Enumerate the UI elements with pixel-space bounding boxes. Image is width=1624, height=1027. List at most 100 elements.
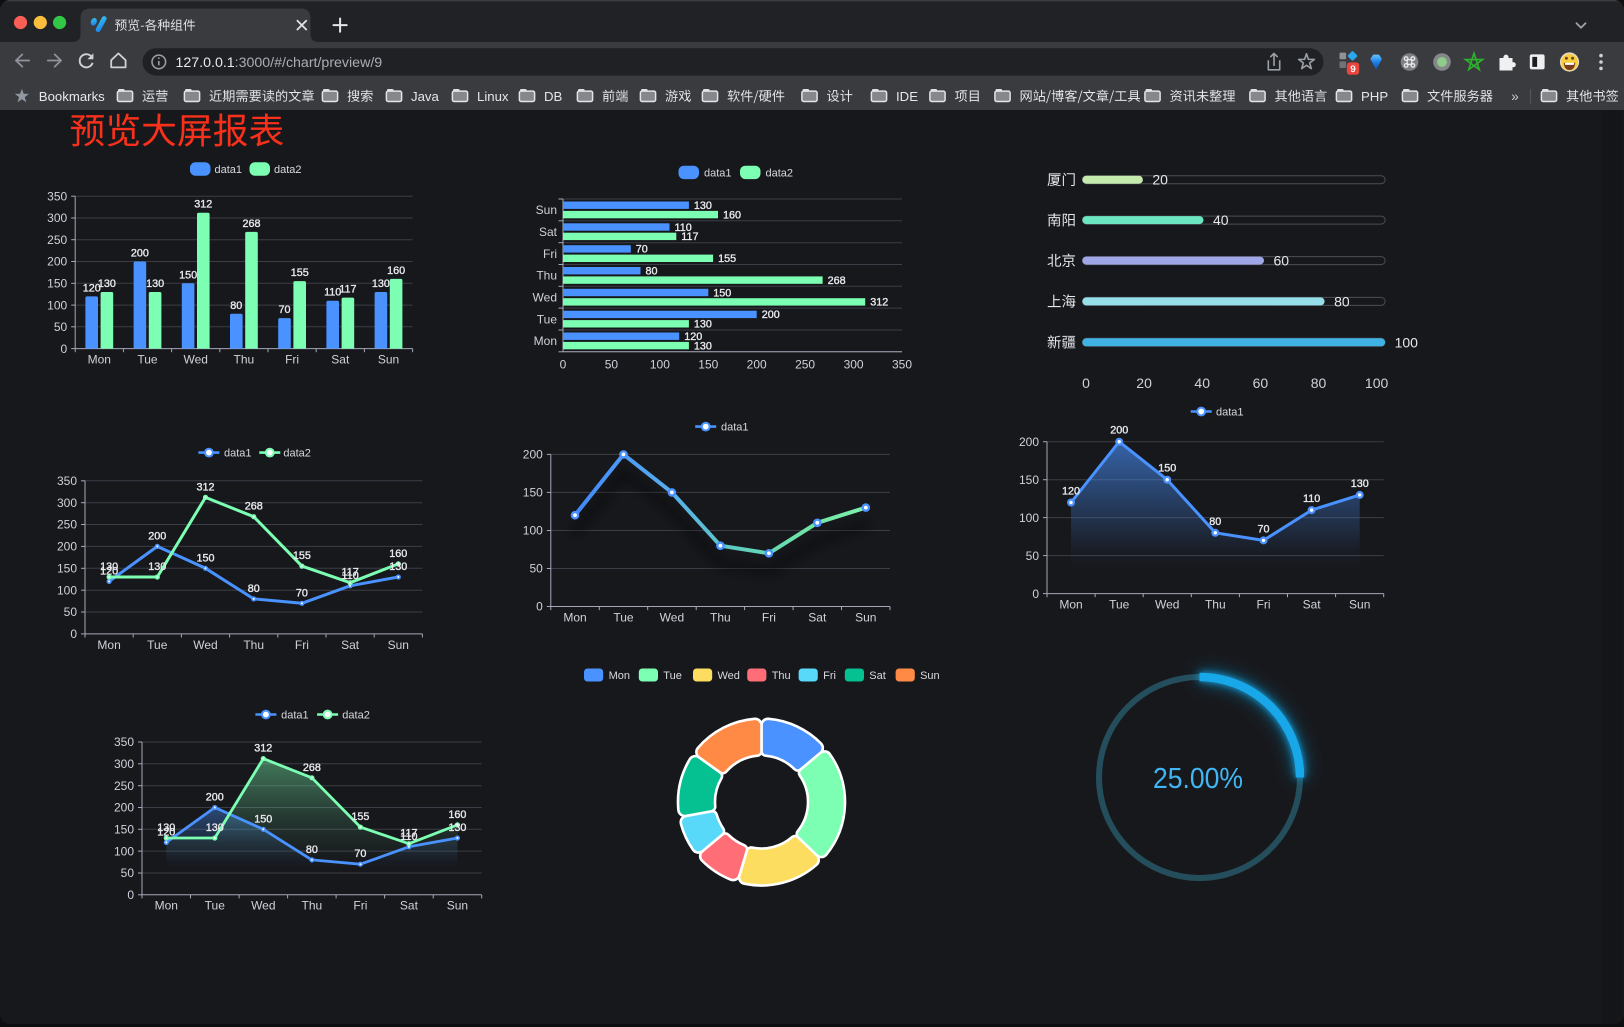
svg-text:Thu: Thu [243,638,264,652]
svg-text:130: 130 [694,200,712,212]
svg-text:150: 150 [196,552,214,564]
svg-text:117: 117 [341,567,358,579]
svg-text:Mon: Mon [155,899,178,913]
svg-text:50: 50 [54,320,68,334]
svg-text:350: 350 [57,474,77,488]
svg-text:120: 120 [157,826,175,838]
svg-text:Wed: Wed [251,899,275,913]
svg-text:100: 100 [650,357,670,371]
svg-text:Sat: Sat [808,610,827,624]
svg-text:150: 150 [1158,463,1176,475]
svg-text:300: 300 [114,757,134,771]
svg-text:268: 268 [245,501,263,513]
svg-text:155: 155 [291,267,309,279]
svg-text:Mon: Mon [563,610,586,624]
svg-text:DB: DB [544,89,563,104]
svg-text:117: 117 [681,231,698,243]
svg-text:100: 100 [1365,375,1389,391]
svg-text:Mon: Mon [1059,598,1082,612]
svg-text:data1: data1 [215,164,243,176]
svg-text:Sat: Sat [400,899,419,913]
svg-text:Fri: Fri [295,638,309,652]
svg-text:50: 50 [121,866,135,880]
svg-text:Linux: Linux [477,89,509,104]
svg-text:130: 130 [157,822,175,834]
svg-text:Mon: Mon [609,670,630,682]
svg-text:0: 0 [70,627,77,641]
svg-text:70: 70 [1257,523,1269,535]
svg-text:200: 200 [523,448,543,462]
svg-text:130: 130 [148,561,166,573]
svg-text:130: 130 [389,561,407,573]
svg-text:312: 312 [870,297,888,309]
svg-text:130: 130 [1351,478,1369,490]
svg-text:200: 200 [148,530,166,542]
svg-text:70: 70 [636,244,648,256]
svg-text:data2: data2 [342,710,370,722]
svg-text:Wed: Wed [718,670,740,682]
svg-text:Sun: Sun [447,899,468,913]
svg-text:Sun: Sun [536,203,557,217]
svg-text:Fri: Fri [762,610,776,624]
svg-text:312: 312 [254,743,272,755]
svg-text:350: 350 [892,357,912,371]
svg-text:Fri: Fri [543,247,557,261]
svg-text:155: 155 [718,253,736,265]
svg-text:Wed: Wed [660,610,684,624]
svg-text:120: 120 [684,331,702,343]
svg-text:200: 200 [57,540,77,554]
svg-text:50: 50 [529,562,543,576]
svg-text:80: 80 [1334,293,1350,309]
svg-text:Tue: Tue [137,353,158,367]
svg-text:130: 130 [694,340,712,352]
svg-text:Fri: Fri [285,353,299,367]
svg-text:100: 100 [57,583,77,597]
svg-text:130: 130 [448,822,466,834]
svg-text:data2: data2 [766,167,794,179]
svg-text:Sat: Sat [1303,598,1322,612]
svg-text:127.0.0.1:3000/#/chart/preview: 127.0.0.1:3000/#/chart/preview/9 [176,55,383,71]
svg-text:130: 130 [372,278,390,290]
svg-text:80: 80 [306,844,318,856]
svg-text:40: 40 [1213,212,1229,228]
svg-text:Fri: Fri [823,670,836,682]
svg-text:Sat: Sat [869,670,886,682]
svg-text:150: 150 [698,357,718,371]
svg-text:100: 100 [47,298,67,312]
svg-text:160: 160 [389,548,407,560]
svg-text:100: 100 [523,524,543,538]
svg-text:Thu: Thu [302,899,323,913]
svg-text:Tue: Tue [613,610,634,624]
svg-text:data2: data2 [274,164,302,176]
svg-text:268: 268 [303,762,321,774]
svg-text:Thu: Thu [710,610,731,624]
svg-text:70: 70 [354,848,366,860]
svg-text:150: 150 [1019,473,1039,487]
svg-text:Thu: Thu [1205,598,1226,612]
svg-text:0: 0 [61,342,68,356]
svg-text:268: 268 [242,218,260,230]
svg-text:Wed: Wed [183,353,207,367]
svg-text:80: 80 [248,583,260,595]
svg-text:130: 130 [694,319,712,331]
svg-text:data1: data1 [1216,407,1244,419]
svg-text:117: 117 [339,284,356,296]
svg-text:Sun: Sun [378,353,399,367]
svg-text:300: 300 [57,496,77,510]
svg-text:60: 60 [1253,375,1269,391]
svg-text:300: 300 [47,211,67,225]
svg-text:160: 160 [723,209,741,221]
svg-text:110: 110 [400,831,417,843]
svg-text:0: 0 [127,888,134,902]
svg-text:110: 110 [341,570,358,582]
svg-text:PHP: PHP [1361,89,1388,104]
svg-text:Wed: Wed [1155,598,1179,612]
svg-text:150: 150 [114,823,134,837]
svg-text:0: 0 [560,357,567,371]
svg-text:155: 155 [351,811,369,823]
svg-text:130: 130 [98,278,116,290]
svg-text:300: 300 [844,357,864,371]
svg-text:250: 250 [795,357,815,371]
svg-text:Sun: Sun [1349,598,1370,612]
svg-text:250: 250 [114,779,134,793]
